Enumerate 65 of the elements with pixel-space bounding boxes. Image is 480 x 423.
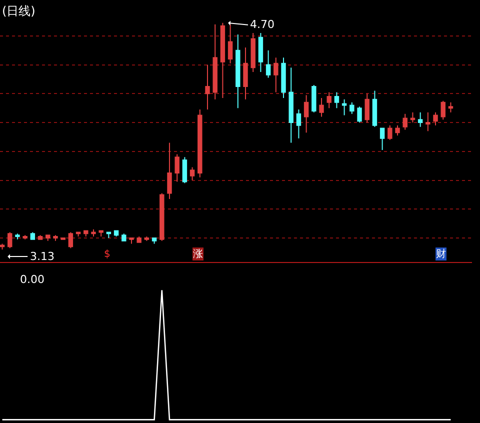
candlestick [198,109,202,178]
candlestick [334,92,340,109]
candlestick [8,232,12,249]
annotation: $ [104,249,110,260]
annotation: 涨 [193,248,203,260]
candlestick [22,234,28,240]
candlestick [46,234,50,242]
candlestick [30,232,36,240]
candlestick [220,22,226,98]
candlestick [274,57,278,93]
candlestick [342,98,347,116]
candlestick [372,90,378,128]
candlestick [304,94,309,134]
text: 0.00 [20,273,44,286]
candlestick [250,32,256,72]
candlestick [129,237,134,244]
candlestick [182,156,188,184]
candlestick [448,102,454,113]
candlestick [296,109,302,139]
candlestick [243,46,248,100]
candlestick [122,233,126,242]
candlestick [236,34,240,109]
candlestick [266,50,271,78]
candlestick [60,237,66,240]
candlestick [312,84,316,113]
candlestick [410,112,416,124]
candlestick [288,67,294,144]
candlestick [152,237,157,244]
text: 3.13 [30,250,54,263]
candlestick [212,24,218,100]
candlestick [15,233,20,240]
candlestick [350,102,354,114]
annotation: 4.70 [250,18,274,31]
candlestick [38,234,43,240]
candlestick [281,57,286,98]
candlestick [98,230,104,238]
candlestick [0,243,5,250]
chart-title: (日线) [2,4,36,18]
candlestick [84,230,88,238]
candlestick [174,154,180,182]
candlestick [388,124,392,140]
candlestick [205,64,210,110]
annotation: 财 [436,248,446,260]
candlestick [319,97,324,118]
candlestick [440,100,446,120]
candlestick [91,228,96,238]
candlestick [144,236,150,242]
candlestick [106,232,112,238]
candlestick [136,236,142,243]
candlestick [190,166,195,181]
candlestick [326,92,332,109]
candlestick [160,192,164,242]
candlestick [357,106,362,124]
candlestick [433,112,438,126]
candlestick [76,232,81,238]
candlestick [380,128,385,150]
candlestick [53,234,58,242]
candlestick [402,113,408,130]
candlestick [258,32,264,72]
candlestick [364,93,370,124]
candlestick [395,124,400,136]
candlestick [167,142,172,200]
candlestick [68,232,74,249]
candlestick [426,112,430,132]
candlestick [418,112,423,128]
